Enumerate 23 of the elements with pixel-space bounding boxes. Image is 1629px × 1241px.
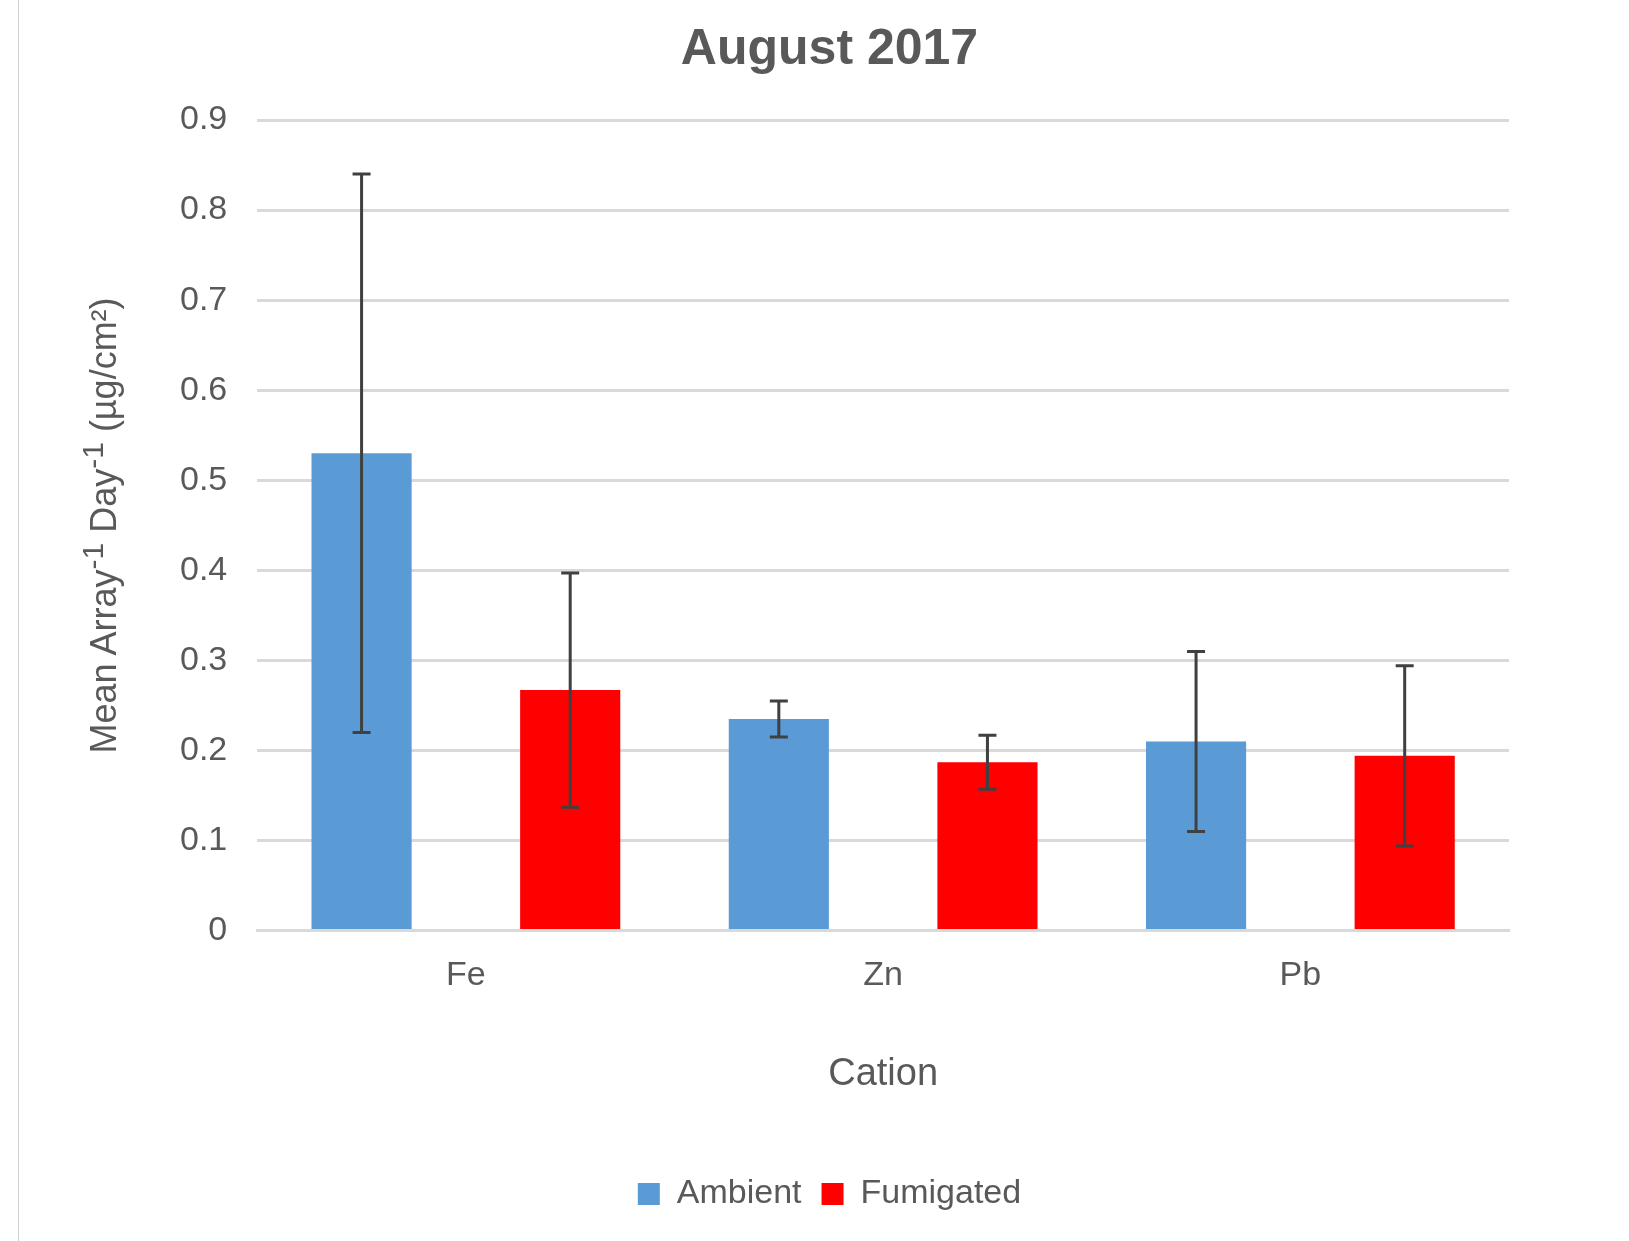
y-tick-label: 0.6: [180, 368, 228, 407]
y-tick-label: 0: [208, 908, 228, 947]
y-tick-label: 0.2: [180, 728, 228, 767]
bar: [520, 690, 621, 930]
bar: [1146, 741, 1247, 930]
x-tick-label: Zn: [863, 954, 903, 993]
y-tick-label: 0.1: [180, 818, 228, 857]
y-tick-label: 0.8: [180, 188, 228, 227]
x-axis-title: Cation: [828, 1050, 939, 1093]
y-tick-label: 0.5: [180, 458, 228, 497]
y-tick-label: 0.7: [180, 278, 228, 317]
y-tick-label: 0.4: [180, 548, 228, 587]
y-tick-label: 0.3: [180, 638, 228, 677]
bar: [1354, 755, 1455, 930]
legend-label: Ambient: [676, 1172, 803, 1211]
chart-title: August 2017: [680, 18, 979, 75]
x-tick-label: Pb: [1279, 954, 1322, 993]
y-tick-label: 0.9: [180, 98, 228, 137]
bar: [311, 453, 412, 930]
bar: [937, 762, 1038, 930]
legend-label: Fumigated: [860, 1172, 1022, 1211]
bar: [728, 718, 829, 930]
x-tick-label: Fe: [446, 954, 486, 993]
